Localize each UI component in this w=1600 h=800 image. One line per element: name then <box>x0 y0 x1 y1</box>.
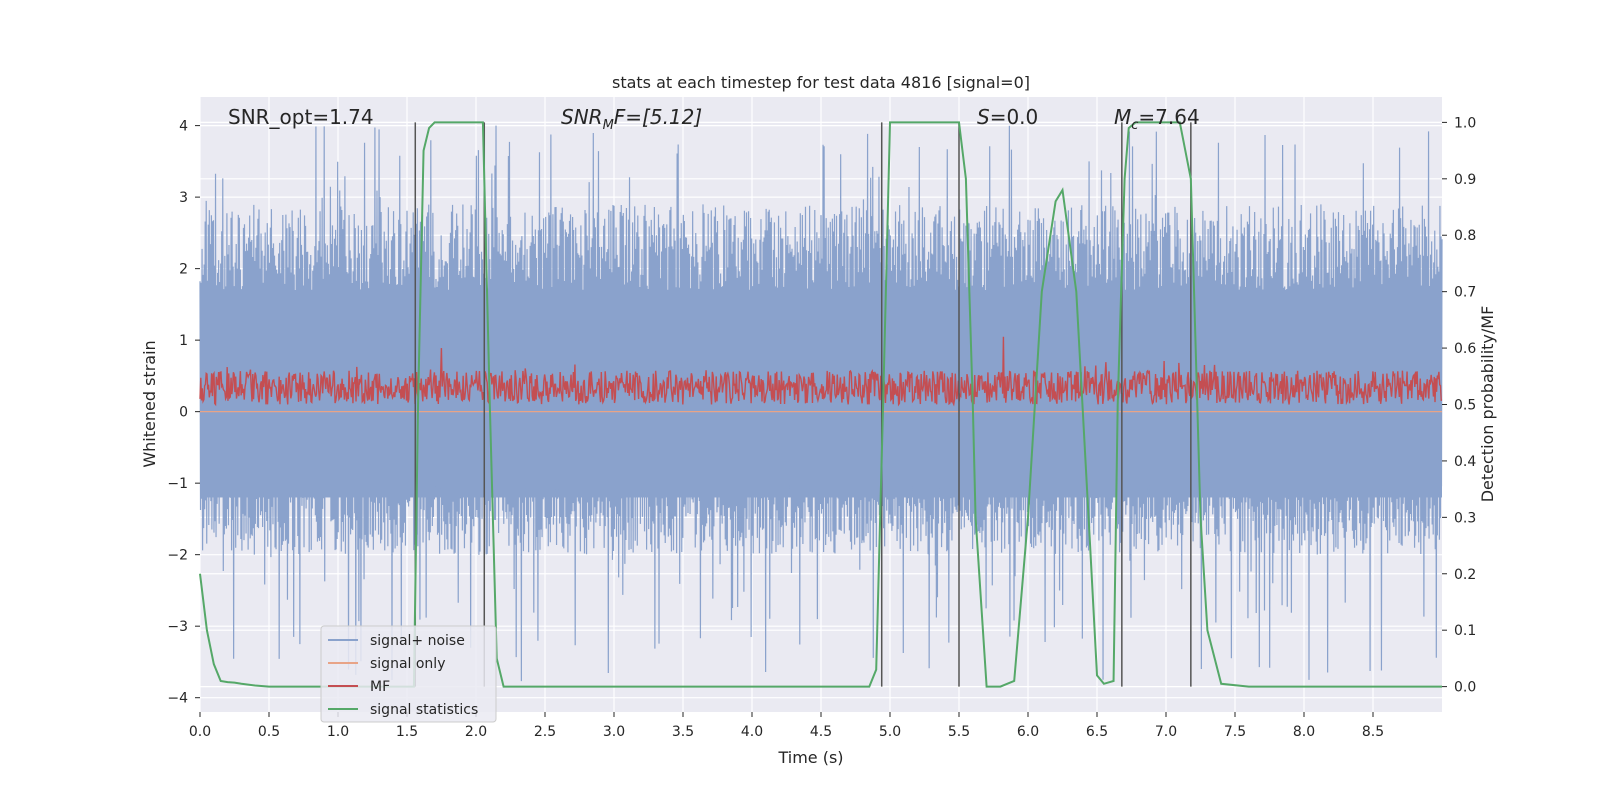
chart-title: stats at each timestep for test data 481… <box>612 73 1030 92</box>
y-left-tick-label: −3 <box>167 619 188 635</box>
y-left-axis-label: Whitened strain <box>140 340 159 467</box>
series-mf <box>199 336 1443 407</box>
y-right-tick-label: 0.1 <box>1454 623 1476 639</box>
x-tick-label: 1.5 <box>396 724 418 740</box>
annotation-mc: Mc=7.64 <box>1114 105 1200 133</box>
y-right-axis-label: Detection probability/MF <box>1478 306 1497 503</box>
y-left-axis-ticks: 4 3 2 1 0 −1 −2 −3 −4 <box>167 119 200 707</box>
y-left-tick-label: −4 <box>167 691 188 707</box>
x-tick-label: 5.0 <box>879 724 901 740</box>
legend-label-mf: MF <box>370 679 390 695</box>
x-tick-label: 6.0 <box>1017 724 1039 740</box>
x-tick-label: 8.0 <box>1293 724 1315 740</box>
y-right-tick-label: 0.3 <box>1454 510 1476 526</box>
y-left-tick-label: 0 <box>179 405 188 421</box>
y-right-axis-ticks: 1.0 0.9 0.8 0.7 0.6 0.5 0.4 0.3 0.2 0.1 0.0 <box>1442 115 1476 696</box>
x-tick-label: 1.0 <box>327 724 349 740</box>
annotation-s: S=0.0 <box>977 105 1038 129</box>
x-axis-label: Time (s) <box>777 748 843 767</box>
y-right-tick-label: 1.0 <box>1454 115 1476 131</box>
x-tick-label: 2.5 <box>534 724 556 740</box>
annotation-snr-opt: SNR_opt=1.74 <box>228 105 374 129</box>
legend-label-signal-statistics: signal statistics <box>370 702 478 718</box>
y-right-tick-label: 0.7 <box>1454 285 1476 301</box>
y-left-tick-label: 2 <box>179 262 188 278</box>
y-left-tick-label: 1 <box>179 333 188 349</box>
y-left-tick-label: 3 <box>179 190 188 206</box>
series-line-signal-noise <box>199 125 1443 682</box>
legend: signal+ noise signal only MF signal stat… <box>320 625 497 723</box>
legend-label-signal-only: signal only <box>370 656 445 672</box>
y-left-tick-label: 4 <box>179 119 188 135</box>
y-right-tick-label: 0.9 <box>1454 172 1476 188</box>
x-tick-label: 0.0 <box>189 724 211 740</box>
annotation-snr-mf: SNRMF=[5.12] <box>561 105 702 133</box>
y-right-tick-label: 0.5 <box>1454 398 1476 414</box>
series-line-mf <box>199 336 1443 407</box>
x-tick-label: 3.0 <box>603 724 625 740</box>
x-tick-label: 0.5 <box>258 724 280 740</box>
y-right-tick-label: 0.8 <box>1454 228 1476 244</box>
x-tick-label: 2.0 <box>465 724 487 740</box>
x-tick-label: 8.5 <box>1362 724 1384 740</box>
x-tick-label: 4.5 <box>810 724 832 740</box>
y-right-tick-label: 0.0 <box>1454 680 1476 696</box>
legend-label-signal-noise: signal+ noise <box>370 633 465 649</box>
x-axis-ticks: 0.0 0.5 1.0 1.5 2.0 2.5 3.0 3.5 4.0 4.5 5.0 5.5 6.0 6… <box>189 712 1384 740</box>
y-right-tick-label: 0.4 <box>1454 454 1476 470</box>
y-right-tick-label: 0.2 <box>1454 567 1476 583</box>
x-tick-label: 5.5 <box>948 724 970 740</box>
y-left-tick-label: −1 <box>167 476 188 492</box>
y-left-tick-label: −2 <box>167 548 188 564</box>
x-tick-label: 7.0 <box>1155 724 1177 740</box>
x-tick-label: 7.5 <box>1224 724 1246 740</box>
legend-box <box>320 625 497 723</box>
y-right-tick-label: 0.6 <box>1454 341 1476 357</box>
x-tick-label: 3.5 <box>672 724 694 740</box>
x-tick-label: 6.5 <box>1086 724 1108 740</box>
x-tick-label: 4.0 <box>741 724 763 740</box>
